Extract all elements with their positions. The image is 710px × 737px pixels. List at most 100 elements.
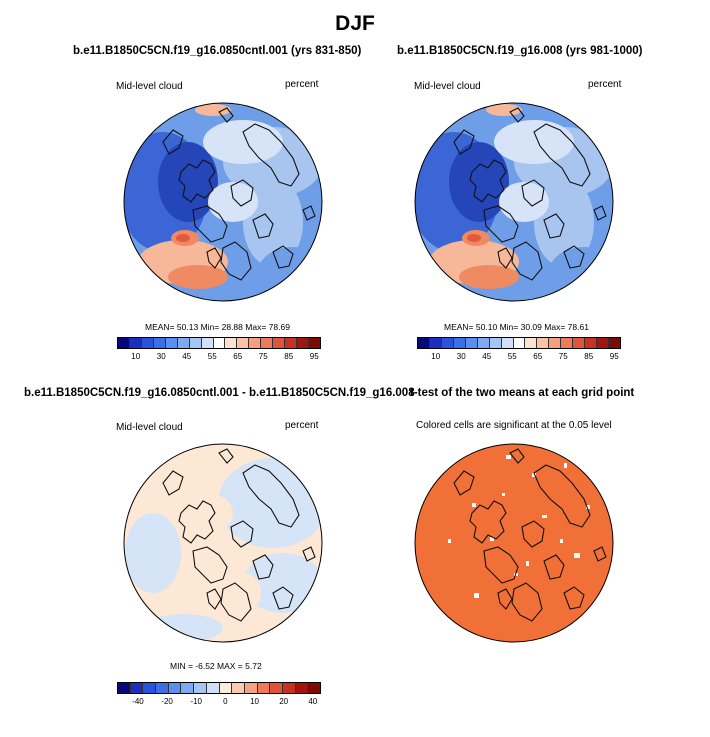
panel-1-contour-region	[158, 142, 218, 222]
panel-2-coastline	[543, 213, 565, 239]
panel-1-colorbar-swatch	[118, 338, 130, 348]
panel-3-colorbar-swatch	[118, 683, 131, 693]
panel-1-stats: MEAN= 50.13 Min= 28.88 Max= 78.69	[145, 322, 290, 332]
panel-2-max-value: 78.61	[567, 322, 589, 332]
panel-2-colorbar-tick-label: 95	[609, 352, 619, 361]
panel-4-grid-cell	[472, 503, 476, 507]
panel-1-min-label: Min=	[200, 322, 220, 332]
panel-2-coastline	[533, 123, 591, 187]
panel-2-colorbar-swatch	[501, 338, 514, 348]
panel-1-colorbar-swatch	[297, 338, 309, 348]
panel-3-colorbar-swatch	[282, 683, 296, 693]
panel-3-colorbar-swatch	[232, 683, 245, 693]
panel-3-colorbar-swatch	[156, 683, 169, 693]
panel-2-colorbar: 10 30 45 55 65 75 85 95	[417, 337, 621, 361]
panel-1-contour-region	[176, 234, 190, 242]
panel-2-coastline	[563, 245, 585, 269]
panel-1-colorbar-tick-label: 95	[309, 352, 319, 361]
panel-4-coastline	[509, 448, 525, 464]
panel-2-colorbar-swatch	[585, 338, 598, 348]
panel-2-coastline	[593, 205, 607, 221]
panel-4-field	[415, 444, 613, 642]
panel-3-coastline	[220, 582, 252, 622]
panel-2-stats: MEAN= 50.10 Min= 30.09 Max= 78.61	[444, 322, 589, 332]
panel-3-colorbar-tick-label: -40	[132, 697, 144, 706]
panel-1-variable-label: Mid-level cloud	[116, 81, 183, 92]
panel-3-coastline	[192, 546, 228, 584]
panel-1-colorbar-swatch	[249, 338, 262, 348]
panel-2-colorbar-tick-label: 45	[482, 352, 492, 361]
panel-3-colorbar-tick-label: 10	[250, 697, 259, 706]
panel-4-significance-note: Colored cells are significant at the 0.0…	[416, 420, 612, 431]
panel-3-contour-region	[193, 495, 233, 531]
panel-2-max-label: Max=	[544, 322, 566, 332]
panel-1-colorbar-swatch	[129, 338, 142, 348]
panel-4-coastline	[533, 464, 591, 528]
panel-3-min-label: MIN =	[170, 661, 193, 671]
panel-2-colorbar-swatch	[418, 338, 430, 348]
panel-1-colorbar-swatch	[201, 338, 214, 348]
panel-2-colorbar-swatch	[453, 338, 466, 348]
panel-2-contour-region	[486, 104, 522, 116]
panel-3-contour-region	[143, 614, 223, 642]
panel-1-colorbar-swatch	[141, 338, 154, 348]
panel-3-title: b.e11.B1850C5CN.f19_g16.0850cntl.001 - b…	[24, 387, 415, 399]
panel-4-map	[414, 443, 614, 643]
panel-4-coastline	[497, 588, 513, 610]
panel-2-contour-region	[499, 182, 549, 222]
panel-1-colorbar-swatch	[309, 338, 320, 348]
panel-1-contour-region	[208, 182, 258, 222]
panel-2-colorbar-swatch	[477, 338, 490, 348]
panel-1-colorbar: 10 30 45 55 65 75 85 95	[117, 337, 321, 361]
panel-4-grid-cell	[490, 537, 494, 541]
panel-3-units-label: percent	[285, 420, 319, 431]
panel-3-contour-region	[218, 458, 322, 548]
panel-4-grid-cell	[564, 463, 567, 468]
panel-2-colorbar-swatch	[489, 338, 502, 348]
panel-1-contour-region	[195, 104, 231, 116]
panel-2-colorbar-swatch	[537, 338, 550, 348]
panel-1-colorbar-swatch	[273, 338, 286, 348]
panel-3-coastline	[242, 464, 300, 528]
panel-1-colorbar-swatches	[117, 337, 321, 349]
panel-3-stats: MIN = -6.52 MAX = 5.72	[170, 661, 262, 671]
panel-2-colorbar-tick-label: 10	[431, 352, 441, 361]
panel-2-colorbar-tick-label: 85	[584, 352, 594, 361]
panel-4-grid-cell	[574, 553, 580, 558]
panel-3-colorbar-swatches	[117, 682, 321, 694]
panel-2-colorbar-swatch	[441, 338, 454, 348]
panel-4-grid-cell	[474, 593, 479, 598]
panel-3-colorbar-tick-label: 20	[279, 697, 289, 706]
panel-3-colorbar-tick-label: -20	[161, 697, 173, 706]
panel-2-colorbar-swatch	[597, 338, 609, 348]
panel-3-contour-region	[125, 513, 181, 593]
panel-3-colorbar-swatch	[270, 683, 283, 693]
panel-3-colorbar-tick-label: 0	[223, 697, 228, 706]
panel-4-map-border	[414, 443, 614, 643]
panel-1-contour-region	[243, 177, 303, 267]
panel-1-colorbar-tick-label: 75	[258, 352, 268, 361]
panel-3-min-value: -6.52	[195, 661, 215, 671]
panel-1-coastline	[206, 247, 222, 269]
panel-4-title: t-test of the two means at each grid poi…	[410, 387, 635, 399]
panel-4-coastline	[469, 500, 507, 544]
panel-1-mean-value: 50.13	[176, 322, 199, 332]
panel-1-colorbar-swatch	[225, 338, 238, 348]
panel-1-colorbar-swatch	[177, 338, 190, 348]
panel-2-coastline	[497, 247, 513, 269]
panel-4-grid-cell	[526, 561, 529, 566]
panel-1-colorbar-tick-label: 30	[156, 352, 166, 361]
panel-2-coastline	[483, 205, 519, 243]
panel-3-field	[124, 444, 322, 642]
panel-4-grid-cell	[506, 455, 511, 459]
panel-4-coastlines	[453, 448, 607, 622]
panel-2-coastline	[469, 159, 507, 203]
panel-3-coastline	[302, 546, 316, 562]
panel-3-colorbar-swatch	[130, 683, 144, 693]
panel-4-grid-cell	[560, 539, 563, 543]
panel-2-title: b.e11.B1850C5CN.f19_g16.008 (yrs 981-100…	[397, 45, 643, 57]
panel-3-colorbar-swatch	[244, 683, 258, 693]
panel-3-colorbar-swatch	[206, 683, 220, 693]
panel-3-contour-region	[243, 553, 322, 613]
panel-4-grid-cell	[542, 515, 547, 518]
